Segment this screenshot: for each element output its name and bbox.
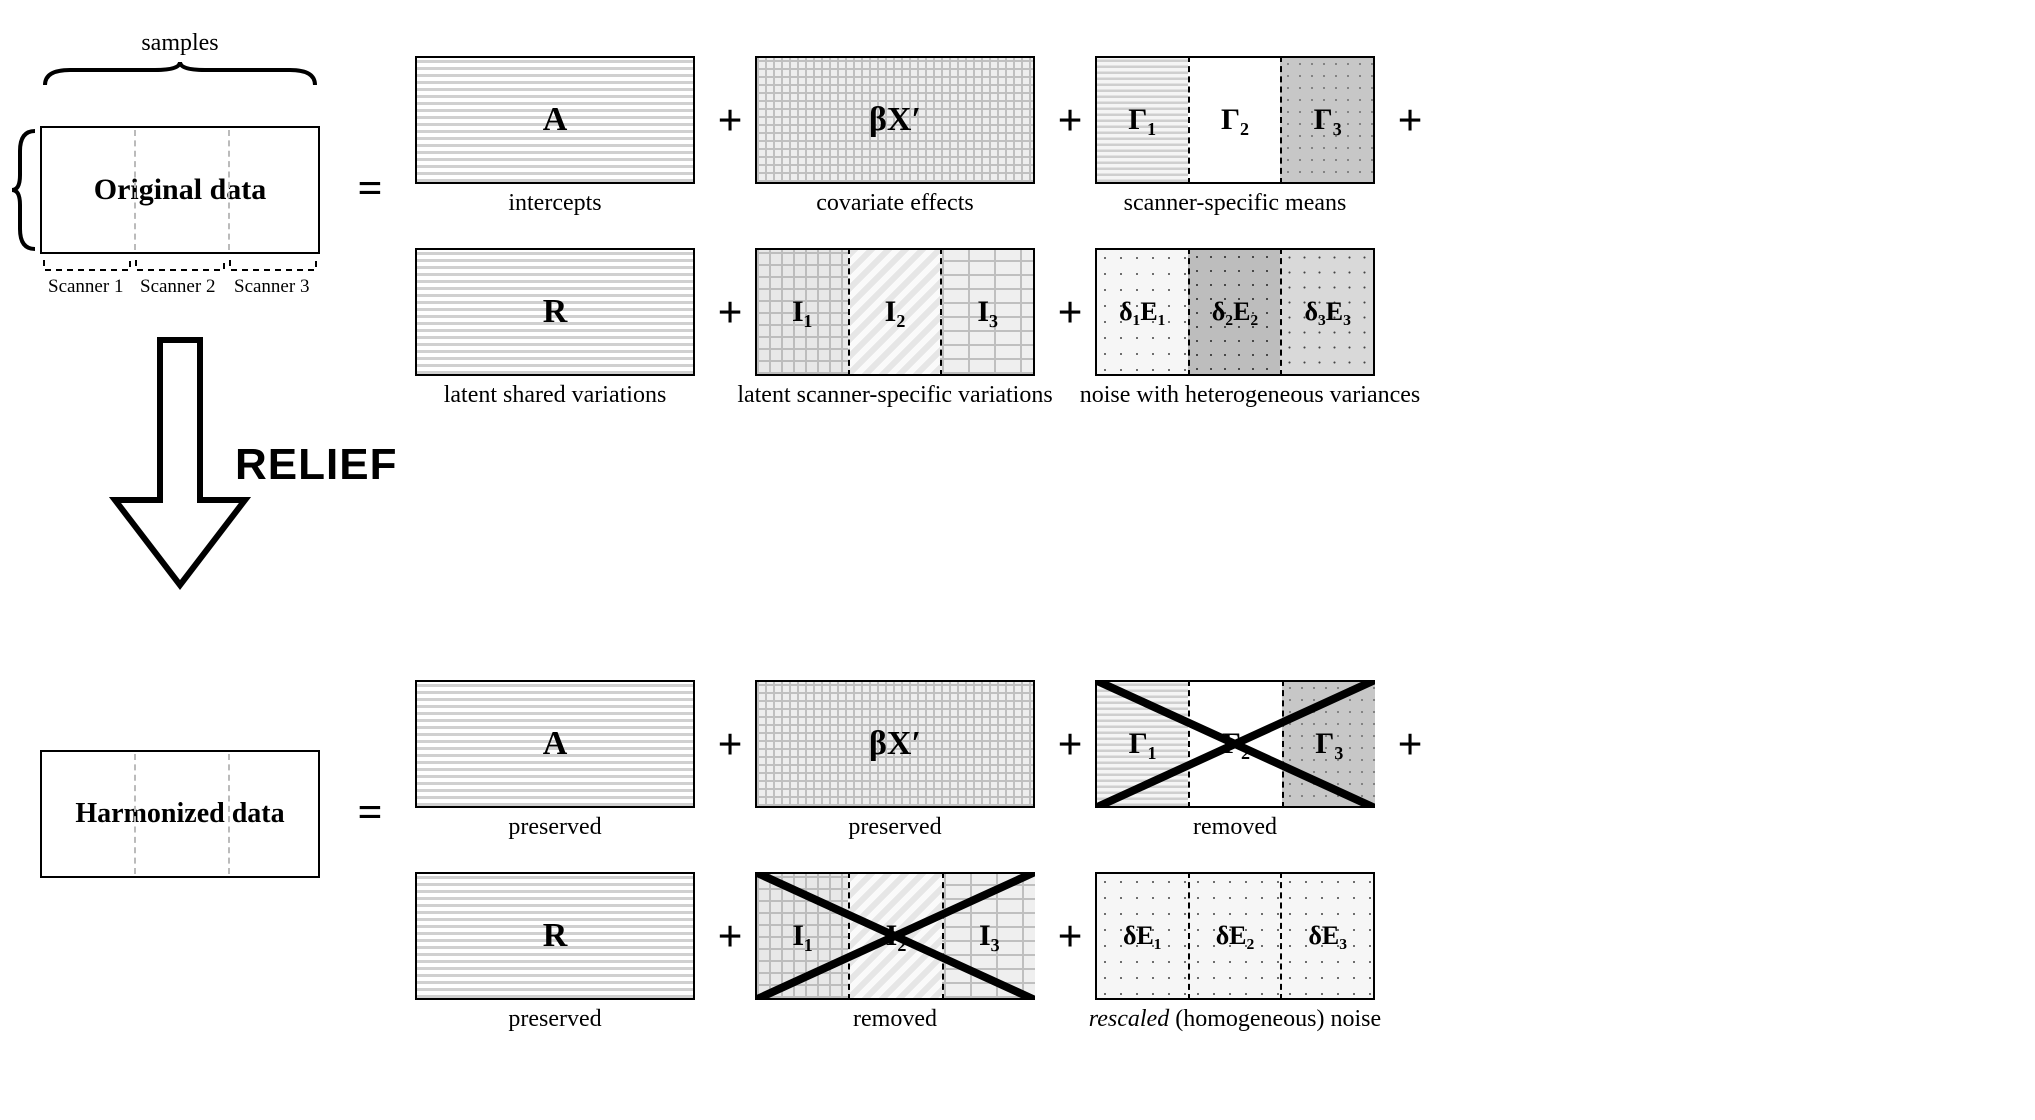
text-betaX-1: βX′ [869, 101, 921, 139]
cap-noise-hetero: noise with heterogeneous variances [1070, 382, 1430, 409]
text-R-1: R [543, 293, 568, 331]
plus-9: + [710, 916, 750, 956]
cap-preserved-A: preserved [415, 814, 695, 841]
I3-2: I₃ [979, 919, 1000, 953]
harmonized-data-box: Harmonized data [40, 750, 320, 878]
cap-latent-scanner: latent scanner-specific variations [730, 382, 1060, 409]
cap-preserved-R: preserved [415, 1006, 695, 1033]
box-A-2: A [415, 680, 695, 808]
plus-3: + [1390, 100, 1430, 140]
plus-6: + [710, 724, 750, 764]
box-gamma-2: Γ₁ Γ₂ Γ₃ [1095, 680, 1375, 808]
box-I-2: I₁ I₂ I₃ [755, 872, 1035, 1000]
box-noise-2: δE₁ δE₂ δE₃ [1095, 872, 1375, 1000]
plus-8: + [1390, 724, 1430, 764]
samples-label: samples [40, 30, 320, 57]
cap-preserved-beta: preserved [755, 814, 1035, 841]
text-A-2: A [543, 725, 568, 763]
equals-2: = [350, 792, 390, 832]
gamma1-1: Γ₁ [1128, 103, 1156, 137]
box-noise-1: δ₁E₁ δ₂E₂ δ₃E₃ [1095, 248, 1375, 376]
features-brace [10, 126, 40, 254]
plus-7: + [1050, 724, 1090, 764]
rescaled-italic: rescaled [1089, 1006, 1169, 1032]
box-I-1: I₁ I₂ I₃ [755, 248, 1035, 376]
scanner3-label: Scanner 3 [234, 276, 309, 298]
scanner2-label: Scanner 2 [140, 276, 215, 298]
gamma3-1: Γ₃ [1314, 103, 1342, 137]
box-gamma-1: Γ₁ Γ₂ Γ₃ [1095, 56, 1375, 184]
dE1-1: δ₁E₁ [1119, 297, 1165, 327]
plus-4: + [710, 292, 750, 332]
plus-10: + [1050, 916, 1090, 956]
dE1-2: δE₁ [1123, 921, 1162, 951]
I3-1: I₃ [977, 295, 998, 329]
cap-removed-I: removed [755, 1006, 1035, 1033]
gamma2-2: Γ₂ [1222, 727, 1250, 761]
original-data-box: Original data [40, 126, 320, 254]
samples-brace [40, 60, 320, 90]
text-A-1: A [543, 101, 568, 139]
plus-5: + [1050, 292, 1090, 332]
box-betaX-1: βX′ [755, 56, 1035, 184]
box-betaX-2: βX′ [755, 680, 1035, 808]
gamma2-1: Γ₂ [1221, 103, 1249, 137]
diagram-canvas: samples features Original data Scanner 1… [0, 0, 2035, 1120]
cap-intercepts: intercepts [415, 190, 695, 217]
dE3-1: δ₃E₃ [1304, 297, 1350, 327]
I1-1: I₁ [792, 295, 813, 329]
dE3-2: δE₃ [1308, 921, 1347, 951]
harmonized-data-label: Harmonized data [75, 798, 284, 830]
box-R-1: R [415, 248, 695, 376]
cap-covar: covariate effects [755, 190, 1035, 217]
homog-noise-text: (homogeneous) noise [1169, 1006, 1381, 1032]
scanner1-label: Scanner 1 [48, 276, 123, 298]
text-R-2: R [543, 917, 568, 955]
plus-2: + [1050, 100, 1090, 140]
scanner-underbrace [40, 256, 320, 276]
gamma3-2: Γ₃ [1315, 727, 1343, 761]
original-data-label: Original data [94, 173, 267, 207]
cap-scanner-means: scanner-specific means [1095, 190, 1375, 217]
relief-label: RELIEF [235, 440, 397, 490]
cap-latent-shared: latent shared variations [415, 382, 695, 409]
box-A-1: A [415, 56, 695, 184]
dE2-1: δ₂E₂ [1212, 297, 1258, 327]
cap-rescaled-noise: rescaled (homogeneous) noise [1070, 1006, 1400, 1033]
I2-1: I₂ [885, 295, 906, 329]
box-R-2: R [415, 872, 695, 1000]
text-betaX-2: βX′ [869, 725, 921, 763]
dE2-2: δE₂ [1216, 921, 1255, 951]
cap-removed-gamma: removed [1095, 814, 1375, 841]
equals-1: = [350, 168, 390, 208]
I2-2: I₂ [886, 919, 907, 953]
I1-2: I₁ [792, 919, 813, 953]
plus-1: + [710, 100, 750, 140]
relief-arrow [105, 330, 255, 600]
gamma1-2: Γ₁ [1129, 727, 1157, 761]
